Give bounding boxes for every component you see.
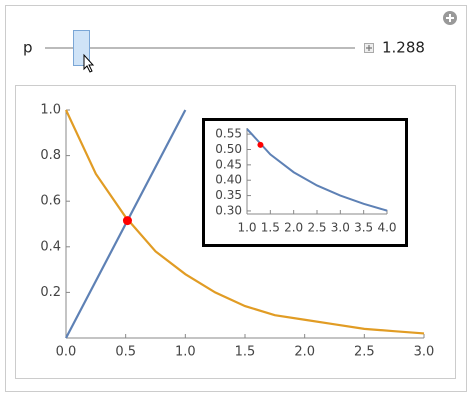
x-tick-label: 3.5 xyxy=(354,221,373,235)
y-tick-label: 0.30 xyxy=(215,203,242,217)
x-tick-label: 0.5 xyxy=(115,345,136,360)
add-button[interactable] xyxy=(443,11,457,25)
y-tick-label: 0.55 xyxy=(215,127,242,141)
x-tick-label: 2.0 xyxy=(294,345,315,360)
x-tick-label: 0.0 xyxy=(56,345,77,360)
inset-frame xyxy=(202,118,408,247)
slider-value: 1.288 xyxy=(382,39,425,57)
mouse-cursor xyxy=(83,53,95,73)
x-tick-label: 2.5 xyxy=(307,221,326,235)
slider-label: p xyxy=(23,39,33,57)
y-tick-label: 0.4 xyxy=(40,239,61,254)
x-tick-label: 1.5 xyxy=(235,345,256,360)
x-tick-label: 2.5 xyxy=(354,345,375,360)
y-tick-label: 0.2 xyxy=(40,285,61,300)
data-point xyxy=(122,216,132,226)
expand-button[interactable] xyxy=(364,43,374,53)
x-tick-label: 3.0 xyxy=(331,221,350,235)
y-tick-label: 0.8 xyxy=(40,148,61,163)
y-tick-label: 0.50 xyxy=(215,142,242,156)
x-tick-label: 1.0 xyxy=(175,345,196,360)
y-tick-label: 1.0 xyxy=(40,103,61,118)
y-tick-label: 0.45 xyxy=(215,157,242,171)
y-tick-label: 0.6 xyxy=(40,194,61,209)
x-tick-label: 3.0 xyxy=(414,345,435,360)
x-tick-label: 4.0 xyxy=(377,221,396,235)
data-line xyxy=(246,128,388,212)
x-tick-label: 1.5 xyxy=(261,221,280,235)
data-point xyxy=(257,141,264,148)
y-tick-label: 0.35 xyxy=(215,188,242,202)
y-tick-label: 0.40 xyxy=(215,173,242,187)
x-tick-label: 2.0 xyxy=(284,221,303,235)
x-tick-label: 1.0 xyxy=(237,221,256,235)
